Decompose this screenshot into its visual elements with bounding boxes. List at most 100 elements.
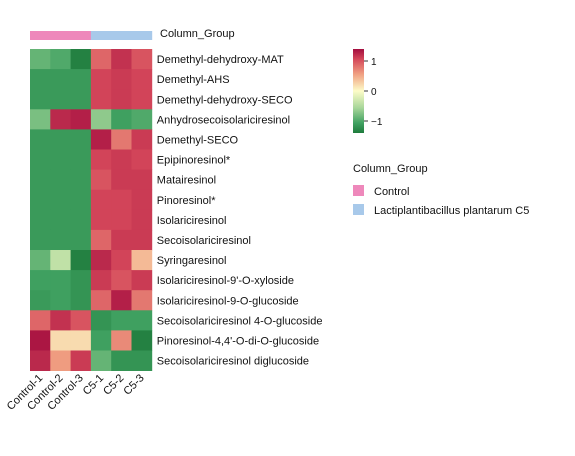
heatmap-cell: [90, 89, 112, 110]
heatmap-cell: [131, 209, 153, 231]
row-label: Demethyl-dehydroxy-MAT: [157, 54, 284, 66]
heatmap-cell: [131, 69, 153, 90]
row-label: Secoisolariciresinol diglucoside: [157, 356, 309, 368]
heatmap-cell: [50, 89, 71, 110]
heatmap-cell: [90, 350, 112, 371]
heatmap-cell: [30, 310, 51, 331]
heatmap-cell: [131, 149, 153, 170]
heatmap-cell: [70, 89, 92, 110]
heatmap-cell: [70, 250, 92, 271]
heatmap-cell: [70, 189, 92, 211]
legend-swatch: [353, 185, 364, 196]
row-label: Pinoresinol*: [157, 195, 216, 207]
heatmap-cell: [70, 310, 92, 331]
heatmap-cell: [50, 189, 71, 211]
heatmap-cell: [70, 290, 92, 311]
heatmap-cell: [111, 109, 132, 130]
heatmap-cell: [90, 149, 112, 170]
heatmap-cell: [111, 69, 132, 90]
row-label: Syringaresinol: [157, 255, 227, 267]
heatmap-cell: [70, 270, 92, 291]
heatmap-cell: [50, 49, 71, 70]
column-group-cell: [131, 31, 153, 40]
heatmap-cell: [111, 229, 132, 251]
color-bar-gradient: [353, 49, 364, 133]
heatmap-cell: [131, 350, 153, 371]
heatmap-cell: [30, 290, 51, 311]
heatmap-cell: [70, 350, 92, 371]
heatmap-cell: [131, 129, 153, 150]
heatmap-cell: [111, 350, 132, 371]
row-label: Secoisolariciresinol 4-O-glucoside: [157, 315, 323, 327]
row-label: Epipinoresinol*: [157, 155, 231, 167]
column-group-cell: [70, 31, 92, 40]
column-group-cell: [111, 31, 132, 40]
heatmap-cell: [70, 330, 92, 351]
heatmap-cell: [131, 109, 153, 130]
heatmap-cell: [90, 270, 112, 291]
column-label: C5-3: [121, 372, 146, 397]
heatmap-cell: [50, 330, 71, 351]
color-bar-ticks: 1 0 −1: [364, 57, 383, 128]
heatmap-cell: [90, 109, 112, 130]
heatmap-cell: [111, 49, 132, 70]
heatmap-cell: [50, 109, 71, 130]
column-label: C5-1: [81, 372, 106, 397]
heatmap-cell: [30, 169, 51, 191]
legend-items: Control Lactiplantibacillus plantarum C5: [353, 185, 529, 217]
heatmap-cell: [131, 330, 153, 351]
heatmap-cell: [111, 330, 132, 351]
row-label: Secoisolariciresinol: [157, 235, 251, 247]
heatmap-cell: [30, 89, 51, 110]
column-label: C5-2: [101, 372, 126, 397]
heatmap-cell: [131, 310, 153, 331]
heatmap-cell: [131, 229, 153, 251]
row-label: Isolariciresinol-9-O-glucoside: [157, 295, 299, 307]
heatmap-cell: [90, 129, 112, 150]
heatmap-cell: [30, 189, 51, 211]
row-label: Demethyl-dehydroxy-SECO: [157, 94, 293, 106]
heatmap-cell: [111, 250, 132, 271]
heatmap-cell: [50, 350, 71, 371]
color-bar-tick-label: 0: [371, 87, 377, 98]
heatmap-cell: [111, 270, 132, 291]
row-label: Anhydrosecoisolariciresinol: [157, 114, 290, 126]
color-bar-tick-label: 1: [371, 57, 377, 68]
legend-swatch: [353, 204, 364, 215]
heatmap-cell: [111, 149, 132, 170]
row-label: Demethyl-AHS: [157, 74, 230, 86]
column-group-cell: [30, 31, 51, 40]
heatmap-cell: [131, 49, 153, 70]
heatmap-cell: [90, 330, 112, 351]
heatmap-cell: [50, 250, 71, 271]
heatmap-cell: [50, 169, 71, 191]
heatmap-cell: [131, 189, 153, 211]
column-group-cell: [50, 31, 71, 40]
legend-label: Lactiplantibacillus plantarum C5: [374, 205, 529, 217]
heatmap-cell: [70, 49, 92, 70]
heatmap-cell: [131, 89, 153, 110]
heatmap-cell: [30, 270, 51, 291]
heatmap-cell: [111, 310, 132, 331]
heatmap-cell: [90, 69, 112, 90]
heatmap-cell: [50, 149, 71, 170]
heatmap-cells: [30, 49, 153, 371]
heatmap-cell: [111, 169, 132, 191]
heatmap-cell: [111, 129, 132, 150]
heatmap-cell: [50, 310, 71, 331]
column-group-bar-label: Column_Group: [160, 28, 235, 40]
heatmap-cell: [90, 209, 112, 231]
row-label: Isolariciresinol-9'-O-xyloside: [157, 275, 294, 287]
heatmap-cell: [30, 229, 51, 251]
color-bar: [353, 49, 364, 133]
heatmap-cell: [70, 129, 92, 150]
heatmap-cell: [90, 229, 112, 251]
heatmap-cell: [30, 129, 51, 150]
row-label: Demethyl-SECO: [157, 134, 239, 146]
heatmap-cell: [30, 49, 51, 70]
heatmap-cell: [131, 169, 153, 191]
column-group-cell: [90, 31, 112, 40]
heatmap-cell: [70, 69, 92, 90]
